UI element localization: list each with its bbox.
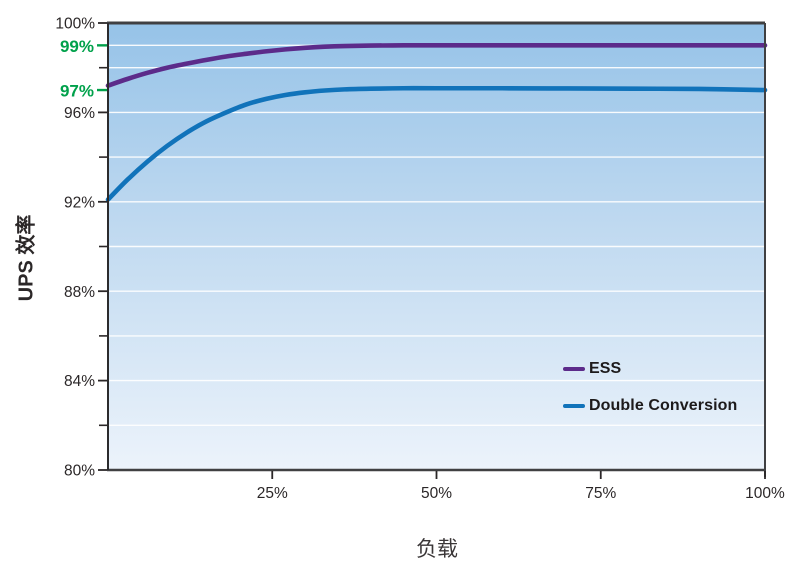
y-axis-title: UPS 效率 — [15, 214, 38, 302]
x-tick-label: 50% — [421, 485, 452, 502]
y-highlight-label: 99% — [60, 37, 94, 56]
double-conversion-line-swatch — [563, 404, 585, 408]
x-tick-label: 75% — [585, 485, 616, 502]
y-tick-label: 100% — [55, 16, 95, 33]
legend-label-ess: ESS — [589, 360, 622, 377]
legend-item-ess: ESS — [563, 359, 737, 379]
ess-line — [105, 43, 768, 88]
y-highlight-label: 97% — [60, 82, 94, 101]
y-tick-label: 92% — [64, 194, 95, 211]
y-tick-label: 96% — [64, 105, 95, 122]
legend-label-double-conversion: Double Conversion — [589, 397, 738, 414]
x-axis-title: 负载 — [416, 538, 458, 561]
y-tick-label: 80% — [64, 463, 95, 480]
legend: ESS Double Conversion — [563, 359, 737, 416]
y-tick-label: 84% — [64, 373, 95, 390]
double-conversion-line — [105, 85, 768, 202]
x-tick-label: 25% — [257, 485, 288, 502]
legend-item-double-conversion: Double Conversion — [563, 396, 737, 416]
ess-line-swatch — [563, 367, 585, 371]
x-tick-label: 100% — [745, 485, 785, 502]
y-tick-label: 88% — [64, 284, 95, 301]
